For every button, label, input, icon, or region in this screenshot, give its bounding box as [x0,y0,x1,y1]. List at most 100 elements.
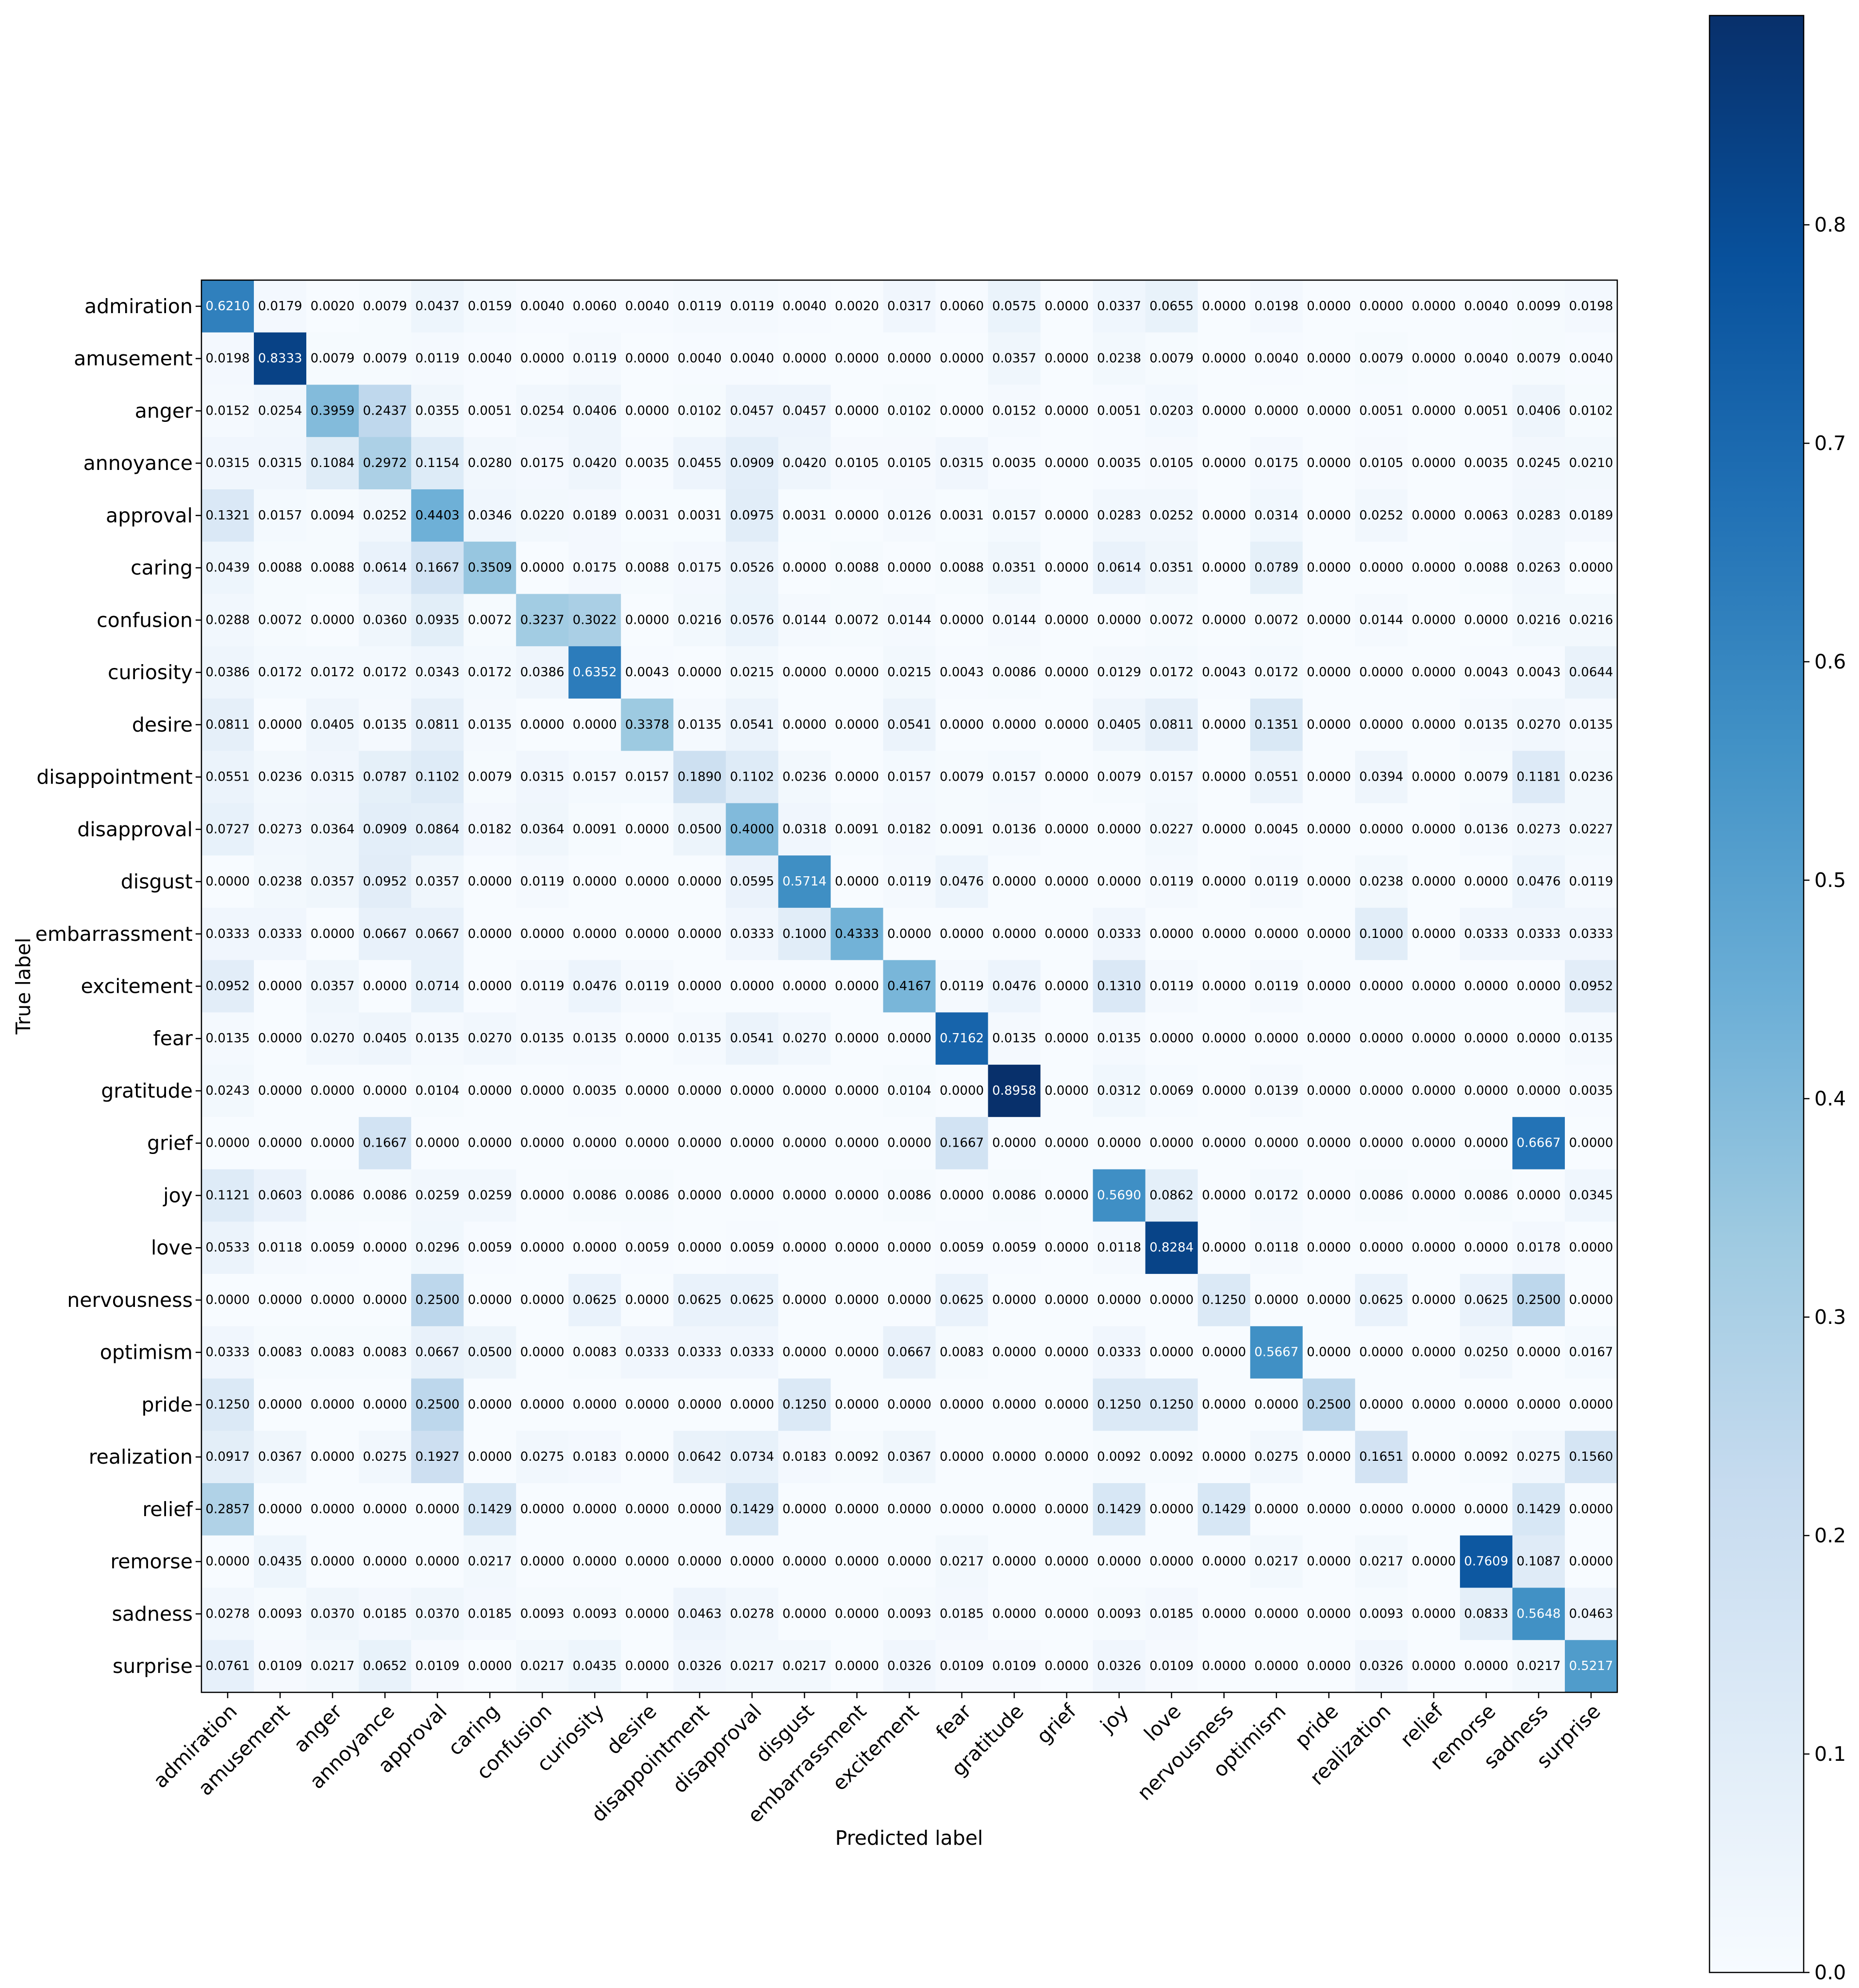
heatmap-cell [1407,594,1461,647]
cell-value-label: 0.0000 [1569,1136,1613,1151]
cell-value-label: 0.0000 [1254,927,1298,941]
heatmap-cell [359,1640,412,1693]
cell-value-label: 0.0000 [1045,718,1089,732]
cell-value-label: 0.0000 [992,1450,1036,1464]
heatmap-cell [568,1117,621,1170]
cell-value-label: 0.0000 [1045,508,1089,523]
cell-value-label: 0.0000 [1202,456,1246,470]
heatmap-cell [359,332,412,385]
cell-value-label: 0.0000 [625,1554,669,1569]
cell-value-label: 0.0000 [782,1188,827,1203]
cell-value-label: 0.0086 [992,665,1036,680]
cell-value-label: 0.0217 [1254,1554,1298,1569]
heatmap-cell [1512,280,1565,333]
cell-value-label: 0.0000 [678,1502,722,1517]
cell-value-label: 0.0000 [1411,1084,1456,1098]
heatmap-cell [621,1640,674,1693]
heatmap-cell [988,1274,1041,1327]
cell-value-label: 0.0727 [206,822,250,836]
heatmap-cell [568,437,621,490]
heatmap-cell [883,437,936,490]
heatmap-cell [673,1587,726,1640]
heatmap-cell [1197,1117,1251,1170]
cell-value-label: 0.0000 [835,718,879,732]
heatmap-cell [935,1012,989,1065]
heatmap-cell [464,907,516,961]
cell-value-label: 0.0406 [1516,403,1560,418]
heatmap-cell [778,646,831,699]
cell-value-label: 0.0000 [1307,665,1351,680]
x-tick-label: joy [1095,1700,1133,1737]
heatmap-cell [778,1431,831,1484]
cell-value-label: 0.0333 [206,927,250,941]
heatmap-cell [673,1326,726,1379]
heatmap-cell [1407,646,1461,699]
heatmap-cell [778,280,831,333]
cell-value-label: 0.0337 [1097,299,1141,314]
cell-value-label: 0.0000 [1411,874,1456,889]
heatmap-cell [673,1012,726,1065]
heatmap-cell [516,1326,569,1379]
heatmap-cell [1460,698,1513,752]
heatmap-cell [1564,1378,1618,1431]
cell-value-label: 0.0000 [1307,927,1351,941]
heatmap-cell [621,698,674,752]
cell-value-label: 0.0172 [1149,665,1194,680]
cell-value-label: 0.0072 [468,613,512,627]
heatmap-cell [935,1065,989,1118]
heatmap-cell [1040,1012,1094,1065]
cell-value-label: 0.0405 [1097,718,1141,732]
heatmap-cell [1145,541,1198,595]
heatmap-cell [830,907,884,961]
heatmap-cell [1407,1535,1461,1588]
cell-value-label: 0.0000 [258,1502,302,1517]
cell-value-label: 0.0000 [835,979,879,994]
cell-value-label: 0.0275 [520,1450,564,1464]
cell-value-label: 0.0614 [363,561,407,575]
heatmap-cell [359,384,412,437]
y-tick-label: excitement [81,975,193,998]
cell-value-label: 0.0086 [1359,1188,1403,1203]
cell-value-label: 0.0000 [835,1293,879,1307]
cell-value-label: 0.0109 [415,1659,460,1673]
heatmap-cell [673,1640,726,1693]
heatmap-cell [830,698,884,752]
cell-value-label: 0.0118 [258,1240,302,1255]
heatmap-cell [726,646,779,699]
cell-value-label: 0.0086 [573,1188,617,1203]
cell-value-label: 0.0217 [520,1659,564,1673]
cell-value-label: 0.0102 [1569,403,1613,418]
heatmap-cell [1250,1117,1303,1170]
cell-value-label: 0.0625 [678,1293,722,1307]
heatmap-cell [516,751,569,804]
cell-value-label: 0.0000 [678,1136,722,1151]
heatmap-cell [1197,1169,1251,1222]
heatmap-cell [935,698,989,752]
cell-value-label: 0.1429 [1202,1502,1246,1517]
heatmap-cell [411,1483,464,1536]
heatmap-cell [1302,855,1356,908]
heatmap-cell [1197,332,1251,385]
cell-value-label: 0.0060 [940,299,984,314]
cell-value-label: 0.0215 [730,665,774,680]
cell-value-label: 0.0000 [258,1397,302,1412]
cell-value-label: 0.0079 [468,770,512,785]
cell-value-label: 0.0000 [782,1293,827,1307]
heatmap-cell [306,280,359,333]
heatmap-cell [1407,384,1461,437]
cell-value-label: 0.0000 [782,718,827,732]
cell-value-label: 0.0059 [311,1240,355,1255]
cell-value-label: 0.0333 [1097,1345,1141,1360]
y-tick-label: love [151,1236,193,1259]
cell-value-label: 0.1429 [1097,1502,1141,1517]
heatmap-cell [464,646,516,699]
heatmap-cell [778,1535,831,1588]
heatmap-cell [254,1221,307,1274]
y-tick-label: confusion [97,608,193,632]
cell-value-label: 0.0714 [415,979,460,994]
cell-value-label: 0.0000 [1307,613,1351,627]
heatmap-cell [1407,1274,1461,1327]
heatmap-cell [464,960,516,1013]
heatmap-cell [1302,960,1356,1013]
cell-value-label: 0.1651 [1359,1450,1403,1464]
